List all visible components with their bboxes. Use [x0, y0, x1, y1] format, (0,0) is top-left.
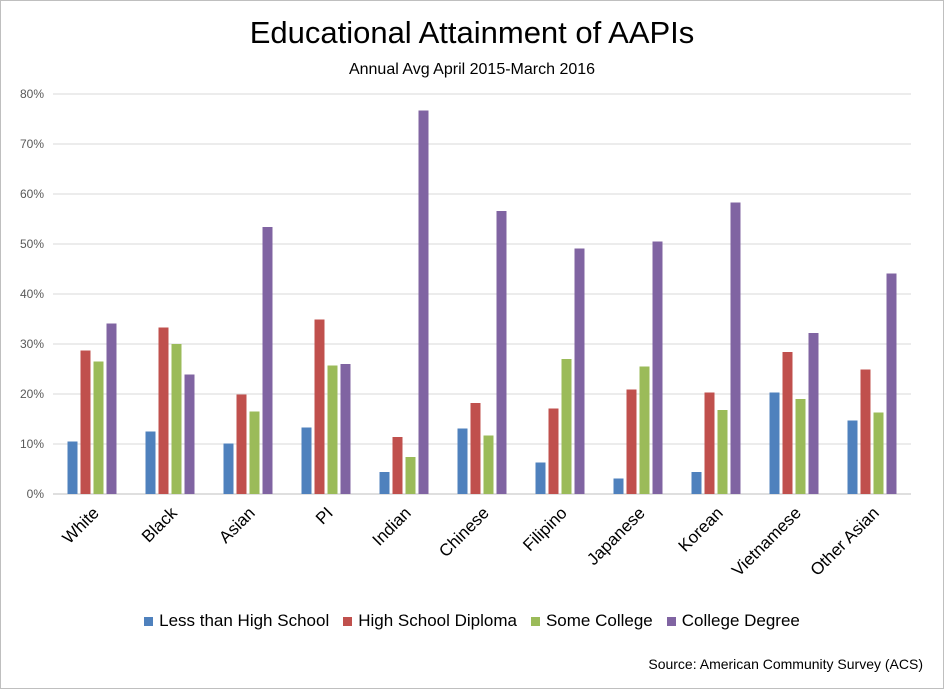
bar-college-degree-black	[184, 374, 195, 494]
bar-high-school-diploma-vietnamese	[782, 352, 793, 494]
x-tick-label: Asian	[215, 503, 259, 547]
legend-label: College Degree	[681, 611, 800, 630]
bar-some-college-pi	[327, 365, 338, 494]
bar-less-than-high-school-korean	[691, 472, 702, 494]
x-tick-label: Chinese	[435, 503, 493, 561]
y-tick-label: 30%	[20, 337, 44, 351]
bar-less-than-high-school-black	[145, 431, 156, 494]
y-tick-label: 40%	[20, 287, 44, 301]
x-tick-label: Vietnamese	[728, 503, 805, 580]
y-tick-label: 80%	[20, 87, 44, 101]
bar-college-degree-filipino	[574, 248, 585, 494]
bar-high-school-diploma-pi	[314, 319, 325, 494]
y-tick-label: 50%	[20, 237, 44, 251]
bar-some-college-japanese	[639, 366, 650, 494]
bar-less-than-high-school-pi	[301, 427, 312, 494]
bar-less-than-high-school-filipino	[535, 462, 546, 494]
chart-title: Educational Attainment of AAPIs	[249, 15, 695, 50]
x-tick-label: Other Asian	[807, 503, 883, 579]
x-tick-label: Black	[138, 503, 181, 546]
bar-high-school-diploma-asian	[236, 394, 247, 494]
bar-college-degree-asian	[262, 227, 273, 494]
bar-less-than-high-school-japanese	[613, 478, 624, 494]
y-tick-label: 20%	[20, 387, 44, 401]
bar-high-school-diploma-white	[80, 350, 91, 494]
bar-less-than-high-school-chinese	[457, 428, 468, 494]
bar-some-college-other-asian	[873, 412, 884, 494]
bar-college-degree-vietnamese	[808, 333, 819, 494]
bar-less-than-high-school-vietnamese	[769, 392, 780, 494]
y-tick-label: 10%	[20, 437, 44, 451]
x-tick-label: Indian	[369, 503, 415, 549]
chart-subtitle: Annual Avg April 2015-March 2016	[348, 61, 596, 78]
legend-item: Some College	[530, 611, 653, 631]
legend-swatch	[144, 616, 154, 626]
legend-label: Some College	[545, 611, 653, 630]
legend-item: Less than High School	[144, 611, 329, 631]
x-tick-label: PI	[312, 503, 337, 528]
bar-less-than-high-school-asian	[223, 443, 234, 494]
bar-high-school-diploma-black	[158, 327, 169, 494]
bar-high-school-diploma-korean	[704, 392, 715, 494]
bar-less-than-high-school-indian	[379, 472, 390, 494]
bar-less-than-high-school-other-asian	[847, 420, 858, 494]
bar-less-than-high-school-white	[67, 441, 78, 494]
x-tick-label: White	[59, 503, 103, 547]
x-tick-label: Korean	[675, 503, 727, 555]
bar-high-school-diploma-filipino	[548, 408, 559, 494]
y-tick-label: 0%	[27, 487, 45, 501]
bar-some-college-black	[171, 344, 182, 494]
bar-some-college-filipino	[561, 359, 572, 494]
bar-high-school-diploma-indian	[392, 437, 403, 494]
legend-item: High School Diploma	[343, 611, 517, 631]
bar-college-degree-japanese	[652, 241, 663, 494]
bar-college-degree-indian	[418, 110, 429, 494]
x-tick-label: Filipino	[519, 503, 571, 555]
bar-college-degree-pi	[340, 364, 351, 494]
legend-swatch	[343, 616, 353, 626]
y-tick-label: 60%	[20, 187, 44, 201]
bar-college-degree-chinese	[496, 211, 507, 494]
bar-college-degree-korean	[730, 202, 741, 494]
bar-some-college-korean	[717, 410, 728, 494]
x-tick-label: Japanese	[583, 503, 649, 569]
legend-label: High School Diploma	[358, 611, 517, 630]
bar-some-college-indian	[405, 457, 416, 494]
bar-some-college-asian	[249, 411, 260, 494]
bar-some-college-white	[93, 361, 104, 494]
bar-high-school-diploma-chinese	[470, 403, 481, 494]
legend-swatch	[666, 616, 676, 626]
legend-label: Less than High School	[159, 611, 330, 630]
bar-high-school-diploma-other-asian	[860, 369, 871, 494]
bar-some-college-vietnamese	[795, 399, 806, 494]
legend-swatch	[530, 616, 540, 626]
source-note: Source: American Community Survey (ACS)	[648, 656, 923, 672]
chart-legend: Less than High School High School Diploma…	[1, 611, 943, 631]
bar-college-degree-other-asian	[886, 273, 897, 494]
bar-college-degree-white	[106, 323, 117, 494]
y-tick-label: 70%	[20, 137, 44, 151]
legend-item: College Degree	[666, 611, 800, 631]
bar-high-school-diploma-japanese	[626, 389, 637, 494]
bar-some-college-chinese	[483, 435, 494, 494]
